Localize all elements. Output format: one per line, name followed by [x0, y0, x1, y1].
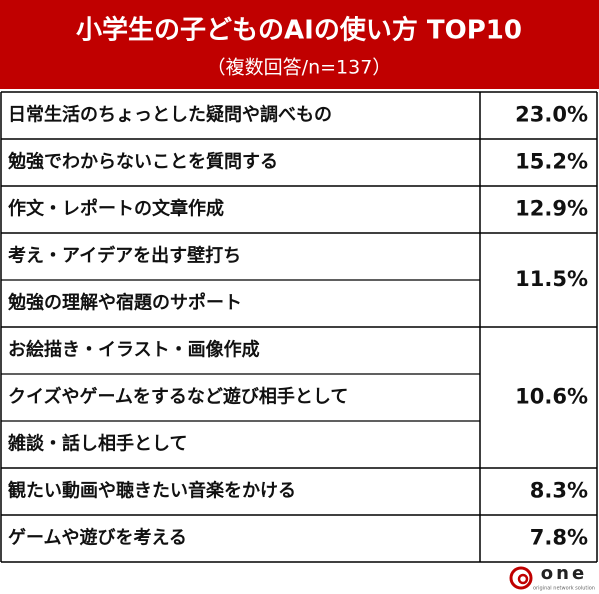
- header-band: [0, 0, 599, 89]
- row-label: 考え・アイデアを出す壁打ち: [8, 245, 241, 267]
- row-value: 8.3%: [530, 479, 588, 503]
- row-label: 作文・レポートの文章作成: [8, 198, 224, 220]
- logo-name: one: [541, 563, 587, 584]
- row-label: 観たい動画や聴きたい音楽をかける: [8, 480, 296, 502]
- row-label: お絵描き・イラスト・画像作成: [8, 339, 260, 361]
- row-value: 23.0%: [515, 103, 588, 127]
- row-value: 10.6%: [515, 385, 588, 409]
- row-label: クイズやゲームをするなど遊び相手として: [8, 386, 348, 408]
- subtitle: （複数回答/n=137）: [207, 57, 392, 79]
- table: 日常生活のちょっとした疑問や調べもの 23.0% 勉強でわからないことを質問する 15…: [0, 91, 598, 563]
- row-value: 11.5%: [515, 267, 588, 291]
- row-value: 12.9%: [515, 197, 588, 221]
- row-label: 勉強の理解や宿題のサポート: [7, 292, 242, 314]
- row-label: 勉強でわからないことを質問する: [7, 151, 278, 173]
- row-value: 7.8%: [530, 526, 588, 550]
- logo-icon-inner: [517, 573, 529, 585]
- title: 小学生の子どものAIの使い方 TOP10: [76, 15, 522, 46]
- row-label: 雑談・話し相手として: [7, 433, 187, 455]
- logo-icon: [509, 566, 533, 590]
- row-label: 日常生活のちょっとした疑問や調べもの: [8, 104, 332, 126]
- row-label: ゲームや遊びを考える: [8, 527, 187, 549]
- logo: one original network solution: [509, 563, 595, 592]
- row-value: 15.2%: [515, 150, 588, 174]
- logo-tagline: original network solution: [533, 586, 595, 592]
